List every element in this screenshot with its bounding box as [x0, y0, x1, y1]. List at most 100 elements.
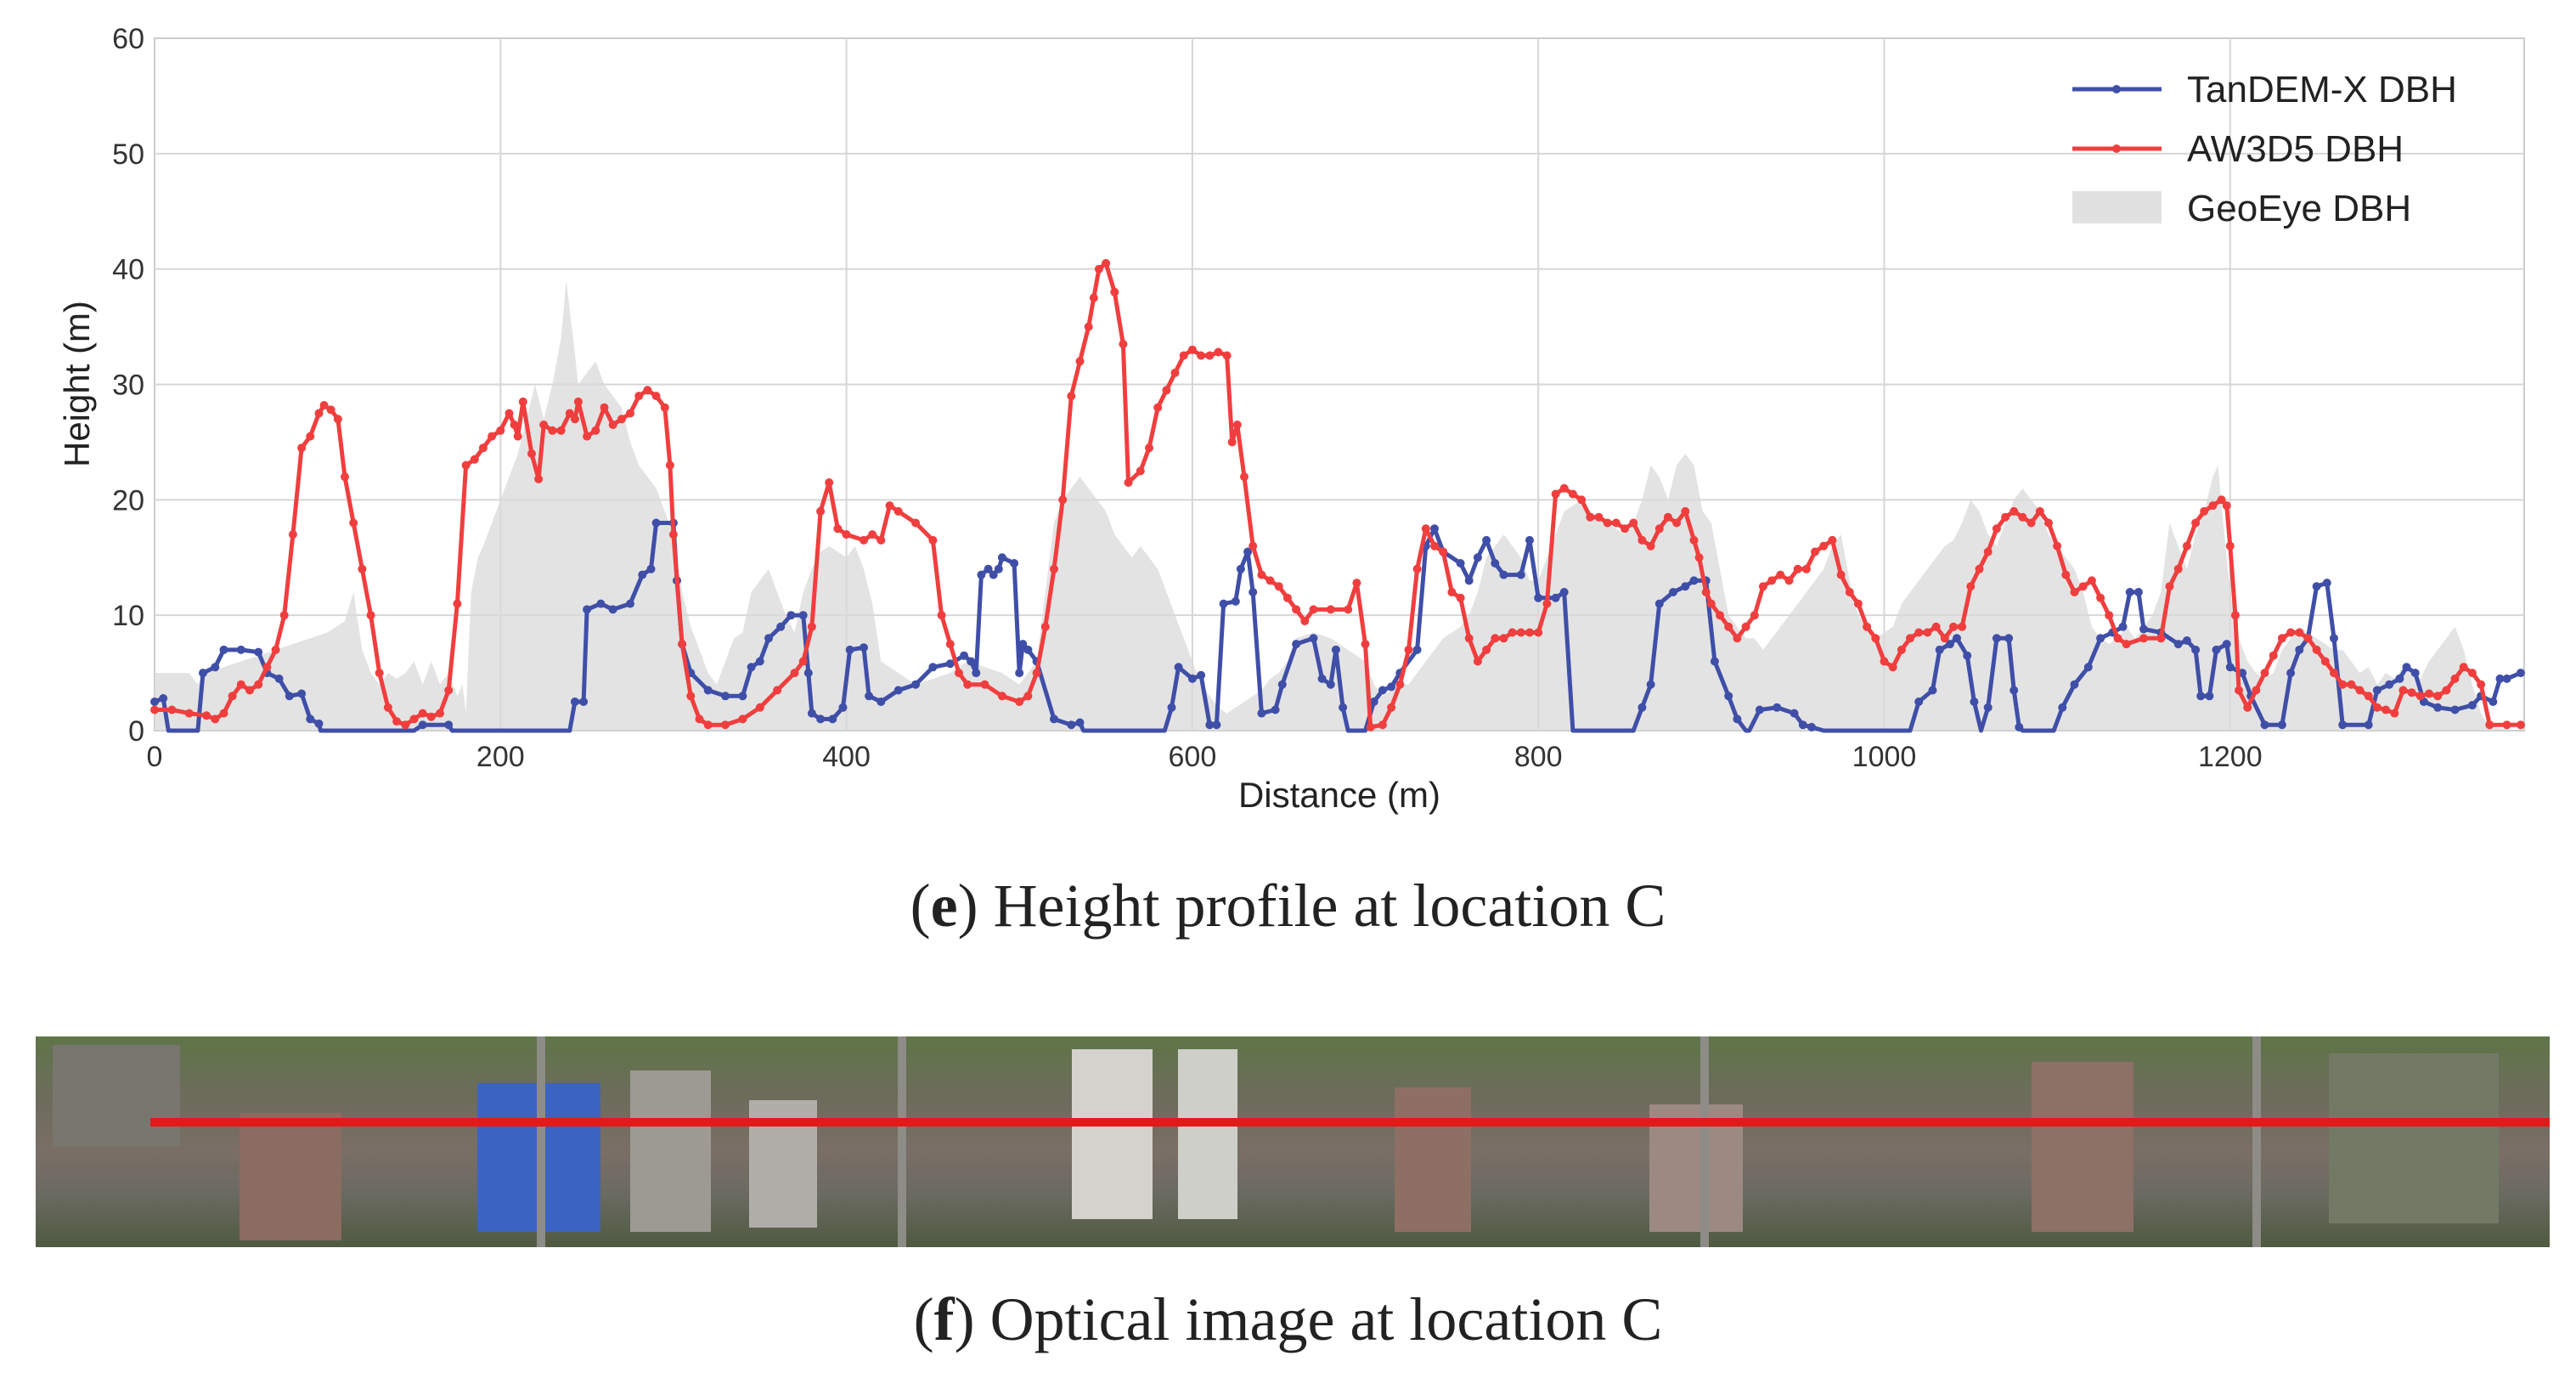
aw3d5-dbh-point — [2010, 506, 2019, 516]
aw3d5-dbh-point — [1222, 351, 1232, 360]
legend-marker — [2112, 144, 2121, 153]
aw3d5-dbh-point — [1309, 605, 1318, 614]
aw3d5-dbh-point — [1811, 547, 1819, 556]
aw3d5-dbh-point — [1187, 345, 1197, 354]
tandem-x-dbh-point — [2410, 669, 2420, 678]
legend-item-aw3d5-dbh: AW3D5 DBH — [2072, 128, 2404, 170]
tandem-x-dbh-point — [2502, 674, 2511, 683]
aw3d5-dbh-point — [1102, 258, 1111, 268]
aw3d5-dbh-point — [860, 535, 868, 545]
aw3d5-dbh-point — [2425, 689, 2433, 698]
legend-label: TanDEM-X DBH — [2187, 69, 2457, 110]
caption-e: (e) Height profile at location C — [910, 872, 1666, 940]
aw3d5-dbh-point — [2407, 688, 2416, 697]
y-tick-label: 60 — [112, 23, 144, 55]
aw3d5-dbh-point — [1966, 582, 1976, 591]
aw3d5-dbh-point — [1292, 605, 1301, 614]
aw3d5-dbh-point — [1914, 628, 1924, 637]
aw3d5-dbh-point — [997, 692, 1006, 701]
y-axis-label: Height (m) — [57, 301, 97, 467]
tandem-x-dbh-point — [994, 564, 1003, 573]
aw3d5-dbh-point — [1075, 357, 1085, 366]
aw3d5-dbh-point — [573, 397, 583, 406]
aw3d5-dbh-point — [565, 409, 574, 418]
aw3d5-dbh-point — [2433, 692, 2443, 701]
tandem-x-dbh-point — [1243, 547, 1253, 556]
tandem-x-dbh-point — [596, 599, 606, 608]
aw3d5-dbh-point — [1793, 564, 1802, 573]
aw3d5-dbh-point — [2113, 634, 2122, 643]
aw3d5-dbh-point — [2139, 634, 2148, 643]
tandem-x-dbh-point — [1023, 645, 1033, 654]
aw3d5-dbh-point — [928, 535, 938, 545]
tandem-x-dbh-point — [1015, 669, 1024, 678]
aw3d5-dbh-point — [1724, 622, 1733, 631]
aw3d5-dbh-point — [510, 421, 519, 429]
aw3d5-dbh-point — [1499, 634, 1508, 643]
aw3d5-dbh-point — [2502, 720, 2511, 730]
tandem-x-dbh-point — [1807, 722, 1816, 731]
aw3d5-dbh-point — [668, 530, 678, 539]
tandem-x-dbh-point — [1516, 570, 1525, 579]
tandem-x-dbh-point — [1983, 703, 1993, 712]
aw3d5-dbh-point — [2053, 541, 2062, 551]
tandem-x-dbh-point — [1473, 553, 1482, 562]
tandem-x-dbh-point — [1464, 576, 1474, 585]
tandem-x-dbh-point — [2260, 720, 2269, 730]
tandem-x-dbh-point — [2222, 640, 2231, 649]
aw3d5-dbh-point — [1067, 392, 1076, 401]
aw3d5-dbh-point — [807, 622, 816, 631]
tandem-x-dbh-point — [2286, 669, 2296, 678]
aw3d5-dbh-point — [2382, 705, 2391, 714]
aw3d5-dbh-point — [955, 669, 963, 678]
aw3d5-dbh-point — [2364, 692, 2373, 701]
aw3d5-dbh-point — [202, 711, 211, 720]
aw3d5-dbh-point — [1491, 634, 1500, 643]
tandem-x-dbh-point — [1378, 686, 1387, 695]
aw3d5-dbh-point — [643, 386, 652, 395]
aw3d5-dbh-point — [2217, 495, 2226, 505]
tandem-x-dbh-point — [1331, 645, 1340, 654]
tandem-x-dbh-point — [1430, 524, 1439, 534]
aw3d5-dbh-point — [2330, 669, 2338, 678]
aw3d5-dbh-point — [1084, 322, 1093, 331]
x-tick-label: 1000 — [1852, 741, 1917, 773]
tandem-x-dbh-point — [638, 570, 647, 579]
aw3d5-dbh-point — [236, 680, 245, 689]
caption-e-letter: e — [930, 872, 958, 940]
aw3d5-dbh-point — [885, 501, 894, 511]
aw3d5-dbh-point — [2200, 506, 2209, 516]
tandem-x-dbh-point — [444, 720, 454, 730]
aw3d5-dbh-point — [877, 535, 886, 545]
aw3d5-dbh-point — [1170, 368, 1180, 377]
tandem-x-dbh-point — [1491, 559, 1500, 568]
aw3d5-dbh-point — [651, 392, 661, 401]
tandem-x-dbh-point — [1212, 720, 1221, 730]
tandem-x-dbh-point — [1945, 640, 1954, 649]
tandem-x-dbh-point — [803, 669, 813, 678]
tandem-x-dbh-point — [2495, 674, 2505, 683]
aw3d5-dbh-point — [583, 432, 592, 441]
aw3d5-dbh-point — [1421, 524, 1430, 534]
tandem-x-dbh-point — [274, 674, 284, 683]
x-tick-label: 400 — [822, 741, 871, 773]
legend-marker — [2112, 85, 2121, 93]
aw3d5-dbh-point — [2235, 686, 2243, 695]
tandem-x-dbh-point — [776, 622, 786, 631]
tandem-x-dbh-point — [738, 692, 747, 701]
aw3d5-dbh-point — [1023, 692, 1033, 701]
tandem-x-dbh-point — [418, 720, 427, 730]
tandem-x-dbh-point — [2433, 703, 2443, 712]
aw3d5-dbh-point — [1741, 622, 1750, 631]
aw3d5-dbh-point — [245, 686, 254, 695]
tandem-x-dbh-point — [1050, 714, 1058, 724]
aw3d5-dbh-point — [1240, 472, 1249, 482]
tandem-x-dbh-point — [1205, 720, 1215, 730]
aw3d5-dbh-point — [2320, 657, 2330, 666]
aw3d5-dbh-point — [1551, 489, 1560, 499]
aw3d5-dbh-point — [1326, 605, 1335, 614]
aw3d5-dbh-point — [1094, 264, 1103, 274]
aw3d5-dbh-point — [1136, 466, 1145, 476]
aw3d5-dbh-point — [341, 472, 349, 482]
tandem-x-dbh-point — [972, 669, 981, 678]
